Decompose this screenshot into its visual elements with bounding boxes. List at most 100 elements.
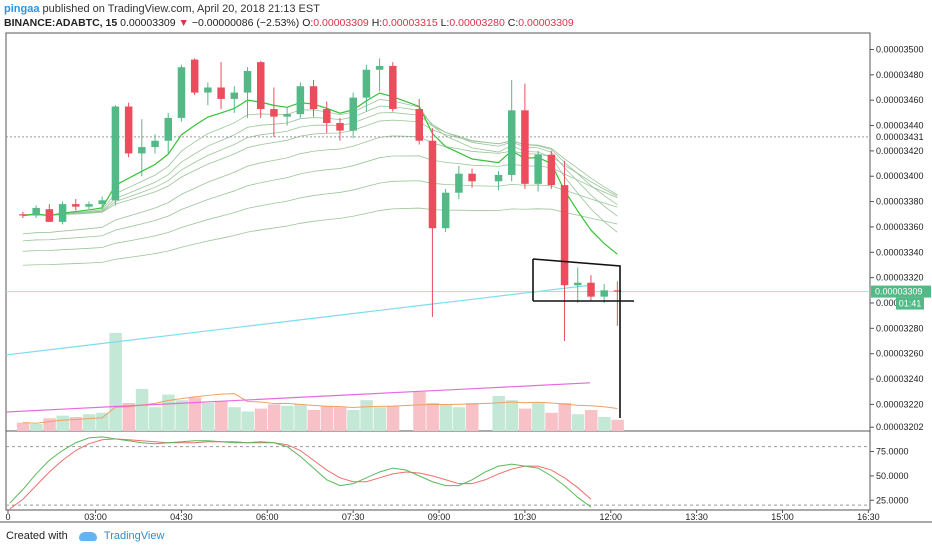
- ohlc-legend: BINANCE:ADABTC, 15 0.00003309 ▼ −0.00000…: [4, 17, 574, 29]
- candle-body[interactable]: [58, 204, 67, 222]
- candle-body[interactable]: [32, 207, 40, 216]
- candle-body[interactable]: [560, 185, 569, 286]
- price-axis-label: 0.00003260: [876, 349, 924, 359]
- volume-bar: [215, 401, 228, 431]
- candle-body[interactable]: [336, 122, 344, 131]
- candle-body[interactable]: [494, 174, 503, 182]
- stoch-axis-label: 75.0000: [876, 447, 909, 457]
- candle-body[interactable]: [124, 106, 133, 154]
- price-axis-label: 0.00003320: [876, 273, 924, 283]
- candle-body[interactable]: [138, 147, 146, 154]
- candle-body[interactable]: [164, 117, 173, 141]
- author-name[interactable]: pingaa: [4, 3, 40, 15]
- candle-body[interactable]: [613, 290, 622, 292]
- candle-body[interactable]: [217, 87, 225, 99]
- candle-body[interactable]: [296, 86, 305, 115]
- candle-body[interactable]: [309, 86, 318, 110]
- price-axis-label: 0.00003440: [876, 121, 924, 131]
- time-axis-label: 0: [5, 512, 10, 522]
- candle-body[interactable]: [177, 67, 186, 118]
- volume-bar: [558, 403, 572, 431]
- candle-body[interactable]: [98, 200, 106, 205]
- candle-body[interactable]: [455, 173, 463, 193]
- candle-body[interactable]: [190, 59, 199, 93]
- candle-body[interactable]: [204, 87, 212, 93]
- tradingview-link[interactable]: TradingView: [103, 530, 165, 542]
- volume-bar: [228, 407, 241, 431]
- volume-bar: [426, 403, 439, 431]
- stoch-axis-label: 25.0000: [876, 495, 909, 505]
- candle-body[interactable]: [256, 62, 265, 110]
- candle-body[interactable]: [349, 97, 357, 131]
- publish-info: published on TradingView.com, April 20, …: [42, 3, 320, 15]
- candle-body[interactable]: [72, 204, 80, 207]
- volume-bar: [611, 419, 624, 431]
- candle-body[interactable]: [230, 92, 239, 99]
- volume-bar: [347, 410, 360, 431]
- candle-body[interactable]: [375, 65, 384, 70]
- time-axis-label: 12:00: [599, 512, 622, 522]
- price-axis-label: 0.00003360: [876, 222, 924, 232]
- time-axis-label: 15:00: [771, 512, 794, 522]
- candle-body[interactable]: [547, 154, 556, 186]
- annotation-line: [532, 258, 621, 418]
- ema-ribbon-line: [22, 180, 618, 252]
- countdown-tag: [896, 297, 924, 310]
- time-axis-label: 07:30: [342, 512, 365, 522]
- time-axis-label: 13:30: [685, 512, 708, 522]
- volume-bar: [360, 400, 373, 431]
- candle-body[interactable]: [600, 290, 608, 297]
- volume-bar: [69, 417, 83, 431]
- symbol-label: BINANCE:ADABTC, 15: [4, 17, 118, 29]
- candle-body[interactable]: [441, 192, 450, 229]
- candle-body[interactable]: [428, 140, 437, 229]
- price-level-label: 0.00003431: [876, 132, 924, 142]
- high-label: H:: [371, 17, 383, 29]
- volume-bar: [109, 333, 122, 431]
- candle-body[interactable]: [151, 140, 159, 148]
- volume-bar: [505, 400, 519, 431]
- volume-bar: [545, 412, 558, 431]
- volume-bar: [386, 405, 400, 431]
- candle-body[interactable]: [283, 114, 291, 117]
- volume-bar: [320, 405, 334, 431]
- volume-bar: [16, 422, 30, 431]
- high-value: 0.00003315: [382, 17, 438, 29]
- price-axis-label: 0.00003400: [876, 171, 924, 181]
- price-axis-label: 0.00003460: [876, 95, 924, 105]
- candle-body[interactable]: [243, 71, 252, 93]
- volume-bar: [241, 411, 254, 431]
- candle-body[interactable]: [534, 154, 542, 184]
- candle-body[interactable]: [468, 173, 476, 182]
- candle-body[interactable]: [85, 204, 93, 207]
- volume-bar: [439, 404, 453, 431]
- candle-body[interactable]: [507, 110, 516, 175]
- candle-body[interactable]: [323, 109, 331, 123]
- volume-bar: [43, 418, 56, 431]
- candle-body[interactable]: [19, 214, 27, 216]
- candle-body[interactable]: [389, 65, 397, 110]
- volume-bar: [56, 415, 70, 431]
- ma-cyan-line: [5, 284, 591, 356]
- candle-body[interactable]: [574, 282, 582, 286]
- candle-body[interactable]: [45, 209, 54, 222]
- candle-body[interactable]: [270, 109, 278, 117]
- volume-bar: [201, 403, 215, 431]
- volume-bar: [532, 403, 545, 431]
- current-price-label: 0.00003309: [875, 287, 923, 297]
- price-change: −0.00000086 (−2.53%): [191, 17, 300, 29]
- footer: Created with TradingView: [6, 530, 164, 542]
- candle-body[interactable]: [415, 109, 424, 141]
- volume-bar: [82, 414, 96, 431]
- price-chart[interactable]: 0.00003500 0.00003480 0.00003460 0.00003440…: [0, 0, 932, 530]
- low-label: L:: [440, 17, 450, 29]
- low-value: 0.00003280: [449, 17, 505, 29]
- volume-bar: [373, 407, 387, 431]
- volume-bar: [571, 414, 585, 431]
- down-arrow-icon: ▼: [178, 17, 189, 29]
- candle-body[interactable]: [587, 282, 595, 297]
- candle-body[interactable]: [111, 106, 120, 201]
- candle-body[interactable]: [521, 110, 529, 184]
- volume-bar: [281, 405, 294, 431]
- candle-body[interactable]: [362, 69, 371, 98]
